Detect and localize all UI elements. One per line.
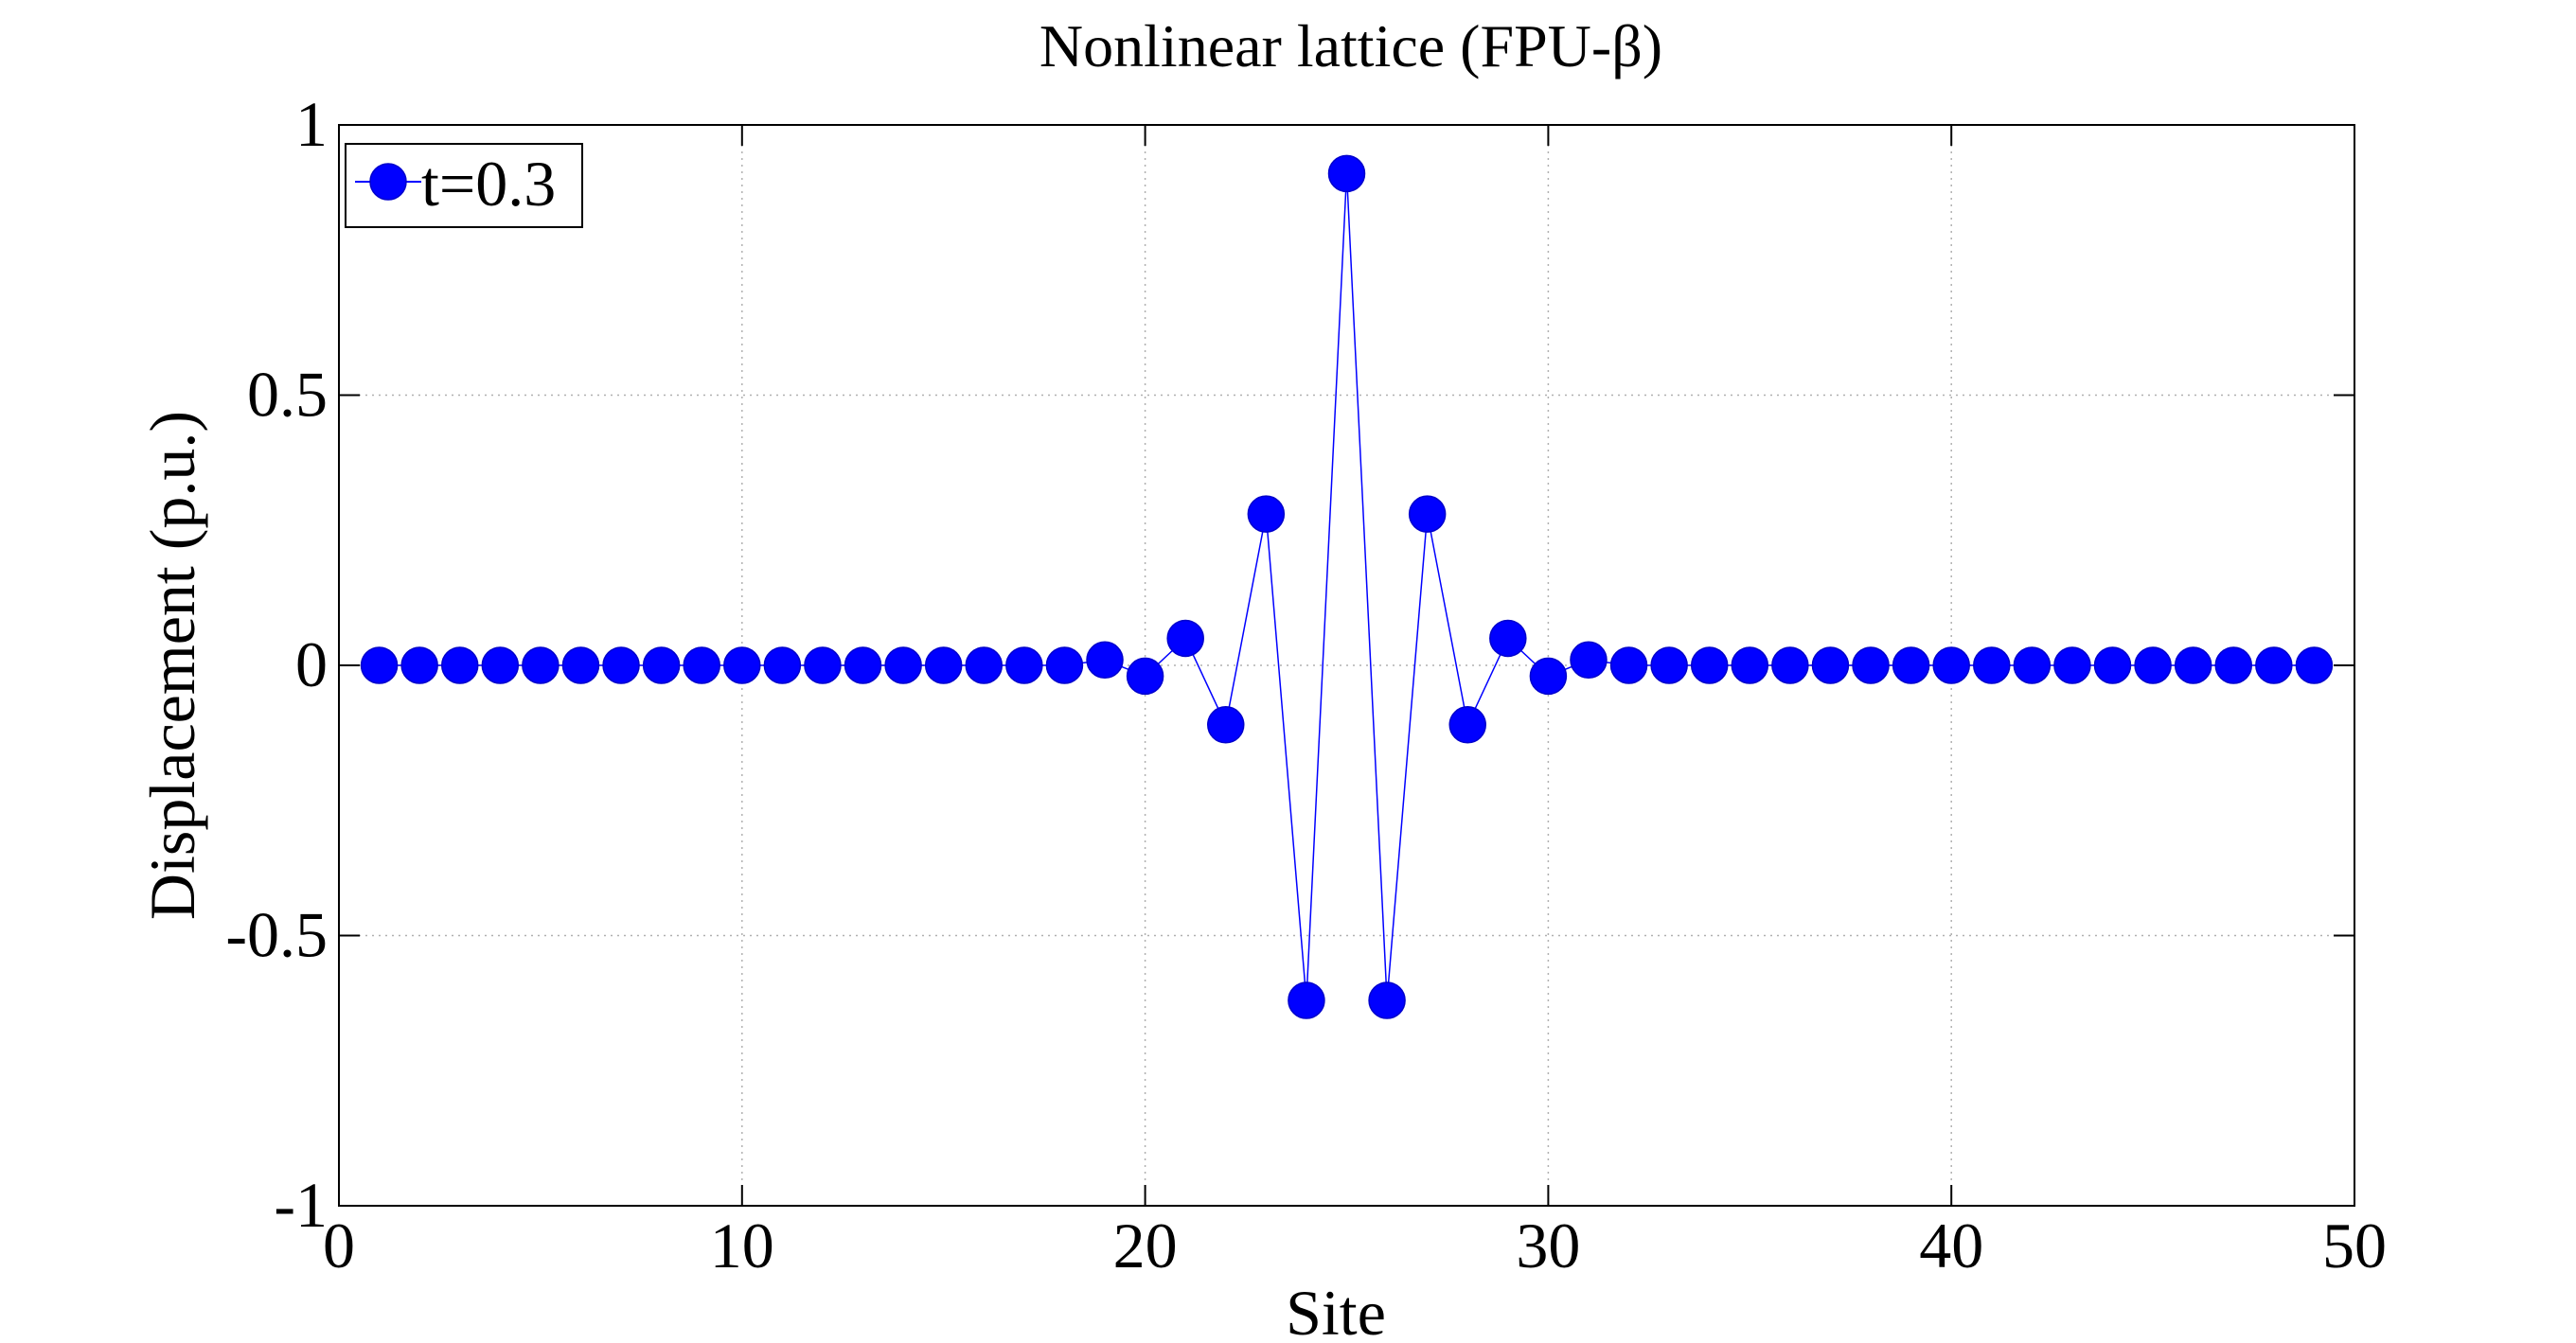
- data-point: [1288, 981, 1325, 1019]
- data-point: [1005, 646, 1043, 684]
- x-axis-label: Site: [1286, 1277, 1386, 1343]
- data-point: [1609, 646, 1648, 684]
- data-point: [2053, 646, 2091, 684]
- x-tick-label: 0: [323, 1210, 355, 1281]
- data-point: [844, 646, 882, 684]
- data-point: [2255, 646, 2293, 684]
- data-point: [1247, 495, 1286, 533]
- data-point: [965, 646, 1004, 684]
- y-tick-label: 0: [295, 628, 328, 700]
- data-point: [2134, 646, 2172, 684]
- data-point: [440, 646, 479, 684]
- data-point: [360, 646, 399, 684]
- data-point: [1207, 706, 1245, 744]
- data-point: [1852, 646, 1890, 684]
- data-point: [2013, 646, 2052, 684]
- y-tick-label: -1: [274, 1169, 328, 1241]
- data-point: [804, 646, 842, 684]
- data-point: [1368, 981, 1406, 1019]
- grid: [339, 125, 2354, 1206]
- y-tick-label: 1: [295, 88, 328, 160]
- x-tick-label: 20: [1113, 1210, 1178, 1281]
- data-point: [561, 646, 600, 684]
- data-point: [683, 646, 720, 684]
- data-point: [2295, 646, 2334, 684]
- data-point: [1529, 657, 1568, 696]
- data-point: [1650, 646, 1688, 684]
- data-point: [1327, 154, 1366, 193]
- series-layer: [360, 154, 2334, 1019]
- chart-title: Nonlinear lattice (FPU-β): [1039, 12, 1662, 80]
- data-point: [1690, 646, 1729, 684]
- legend-marker: [369, 163, 407, 201]
- data-point: [884, 646, 922, 684]
- data-point: [602, 646, 640, 684]
- data-point: [1408, 495, 1447, 533]
- data-point: [1086, 641, 1124, 680]
- data-point: [1045, 646, 1084, 684]
- x-tick-label: 40: [1919, 1210, 1983, 1281]
- data-point: [1489, 619, 1527, 658]
- data-point: [1892, 646, 1930, 684]
- data-point: [1126, 657, 1164, 696]
- x-tick-label: 50: [2322, 1210, 2387, 1281]
- data-point: [1448, 706, 1486, 744]
- data-point: [2174, 646, 2212, 684]
- data-point: [763, 646, 802, 684]
- data-point: [924, 646, 963, 684]
- legend-label: t=0.3: [421, 148, 556, 220]
- data-point: [1771, 646, 1809, 684]
- data-point: [2093, 646, 2132, 684]
- data-point: [481, 646, 520, 684]
- ticks: 0 10 20 30 40 50 -1 -0.5 0 0.5 1: [225, 88, 2387, 1281]
- data-point: [1932, 646, 1970, 684]
- y-tick-label: 0.5: [247, 359, 328, 431]
- data-point: [1166, 619, 1204, 658]
- data-point: [1973, 646, 2011, 684]
- legend: t=0.3: [345, 143, 583, 228]
- data-point: [1811, 646, 1850, 684]
- y-tick-label: -0.5: [225, 899, 328, 971]
- y-axis-label: Displacement (p.u.): [136, 411, 208, 920]
- data-point: [642, 646, 681, 684]
- data-point: [400, 646, 438, 684]
- data-point: [723, 646, 761, 684]
- data-point: [522, 646, 560, 684]
- x-tick-label: 30: [1516, 1210, 1580, 1281]
- data-point: [1570, 641, 1608, 680]
- x-tick-label: 10: [710, 1210, 774, 1281]
- data-point: [2214, 646, 2253, 684]
- data-point: [1731, 646, 1769, 684]
